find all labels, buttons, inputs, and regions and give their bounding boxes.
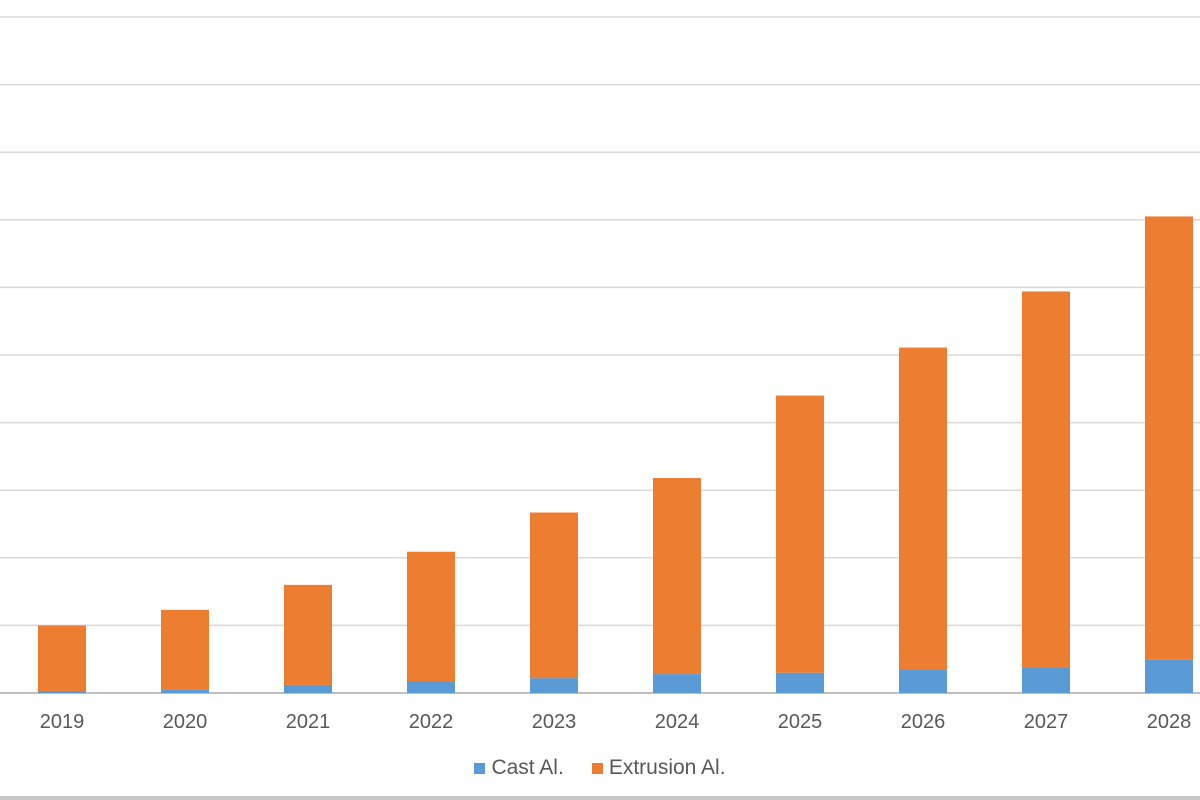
bar-cast-2020 — [161, 689, 209, 693]
x-tick-label: 2020 — [163, 711, 208, 733]
bar-extrusion-2021 — [284, 584, 332, 685]
legend-swatch-cast — [474, 762, 486, 774]
x-tick-label: 2019 — [40, 711, 85, 733]
x-tick-label: 2024 — [655, 711, 700, 733]
legend-label-extrusion: Extrusion Al. — [608, 756, 726, 779]
x-tick-label: 2028 — [1147, 711, 1192, 733]
legend-item-cast: Cast Al. — [474, 756, 564, 780]
bar-extrusion-2026 — [899, 347, 947, 671]
x-tick-label: 2026 — [901, 711, 946, 733]
x-tick-label: 2021 — [286, 711, 331, 733]
bar-cast-2021 — [284, 684, 332, 693]
bar-extrusion-2019 — [38, 625, 86, 691]
bar-cast-2024 — [653, 674, 701, 693]
bar-cast-2027 — [1022, 667, 1070, 693]
gridlines — [0, 16, 1200, 694]
legend: Cast Al. Extrusion Al. — [0, 752, 1200, 784]
bar-cast-2028 — [1145, 659, 1193, 693]
frame-border — [0, 796, 1200, 800]
legend-item-extrusion: Extrusion Al. — [591, 756, 726, 780]
x-tick-label: 2022 — [409, 711, 454, 733]
legend-swatch-extrusion — [591, 762, 603, 774]
bar-extrusion-2020 — [161, 609, 209, 690]
bar-extrusion-2028 — [1145, 216, 1193, 660]
bar-cast-2022 — [407, 681, 455, 693]
x-tick-label: 2027 — [1024, 711, 1069, 733]
bar-extrusion-2024 — [653, 478, 701, 675]
x-tick-label: 2023 — [532, 711, 577, 733]
bars — [38, 216, 1193, 693]
x-tick-label: 2025 — [778, 711, 823, 733]
bar-cast-2023 — [530, 678, 578, 693]
bar-cast-2026 — [899, 670, 947, 693]
x-axis-tick-labels: 2019 2020 2021 2022 2023 2024 2025 2026 2027 2028 — [40, 711, 1192, 733]
bar-extrusion-2023 — [530, 512, 578, 679]
bar-cast-2019 — [38, 690, 86, 693]
bar-extrusion-2022 — [407, 551, 455, 682]
bar-extrusion-2027 — [1022, 291, 1070, 668]
bar-cast-2025 — [776, 672, 824, 693]
legend-label-cast: Cast Al. — [491, 756, 564, 779]
bar-extrusion-2025 — [776, 395, 824, 673]
